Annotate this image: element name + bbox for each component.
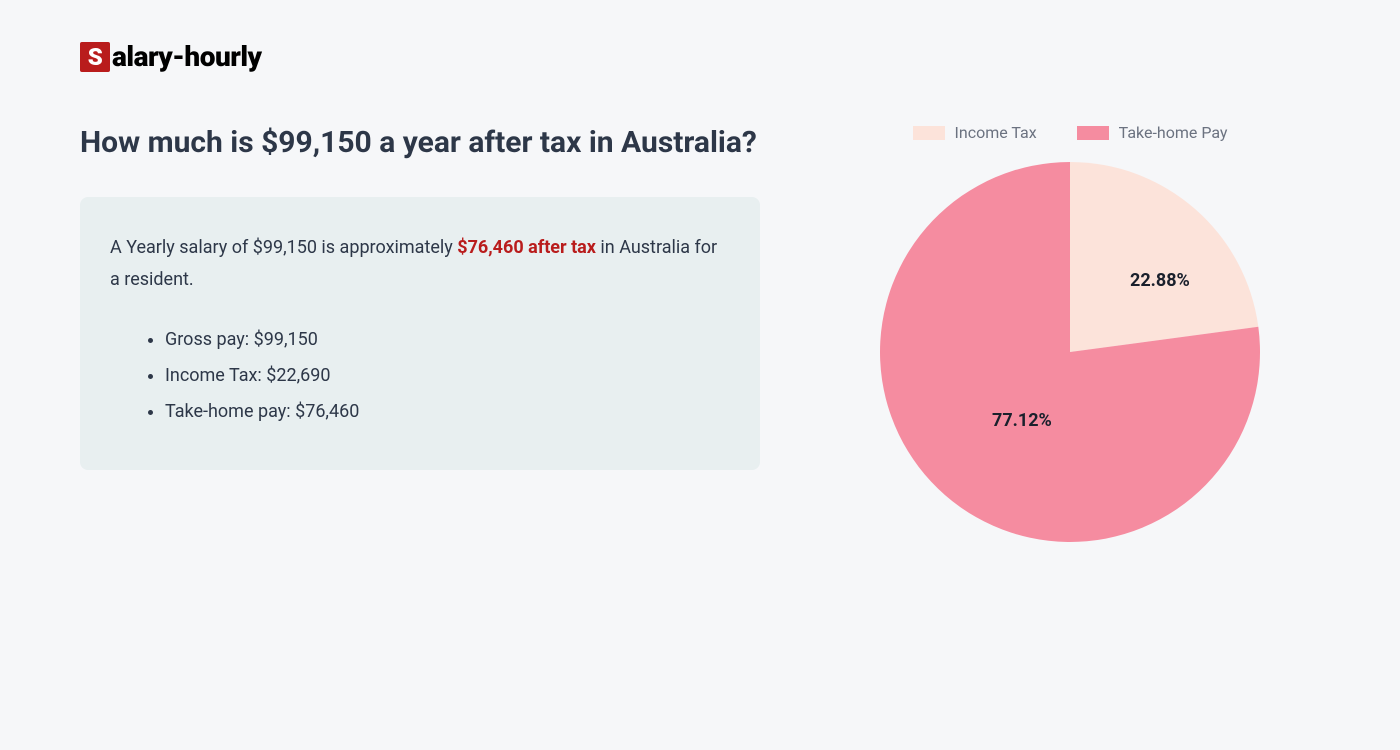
left-column: How much is $99,150 a year after tax in … — [80, 123, 760, 542]
list-item: Gross pay: $99,150 — [165, 322, 730, 358]
legend-label: Take-home Pay — [1119, 123, 1228, 142]
legend-item: Take-home Pay — [1077, 123, 1228, 142]
pie-slice — [1070, 162, 1258, 352]
list-item: Take-home pay: $76,460 — [165, 394, 730, 430]
legend-label: Income Tax — [955, 123, 1037, 142]
page-title: How much is $99,150 a year after tax in … — [80, 123, 760, 162]
bullet-list: Gross pay: $99,150 Income Tax: $22,690 T… — [110, 322, 730, 430]
summary-before: A Yearly salary of $99,150 is approximat… — [110, 237, 457, 258]
legend-item: Income Tax — [913, 123, 1037, 142]
pie-svg — [880, 162, 1260, 542]
content-area: How much is $99,150 a year after tax in … — [80, 123, 1320, 542]
chart-legend: Income Tax Take-home Pay — [913, 123, 1228, 142]
slice-label-0: 22.88% — [1130, 270, 1190, 291]
summary-highlight: $76,460 after tax — [457, 237, 596, 258]
list-item: Income Tax: $22,690 — [165, 358, 730, 394]
legend-swatch — [1077, 126, 1109, 140]
right-column: Income Tax Take-home Pay 22.88% 77.12% — [860, 123, 1280, 542]
legend-swatch — [913, 126, 945, 140]
logo-rest: alary-hourly — [112, 40, 262, 73]
slice-label-1: 77.12% — [992, 410, 1052, 431]
logo-initial: S — [80, 42, 110, 72]
summary-box: A Yearly salary of $99,150 is approximat… — [80, 197, 760, 470]
pie-chart: 22.88% 77.12% — [880, 162, 1260, 542]
site-logo: Salary-hourly — [80, 40, 1320, 73]
summary-sentence: A Yearly salary of $99,150 is approximat… — [110, 232, 730, 297]
